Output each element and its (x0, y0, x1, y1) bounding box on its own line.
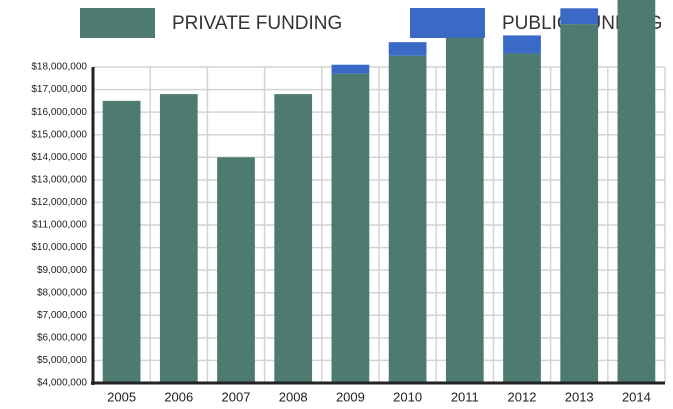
bar-segment (217, 157, 255, 383)
x-tick-label: 2014 (622, 389, 651, 404)
bar-segment (503, 35, 541, 54)
legend-label: PRIVATE FUNDING (172, 13, 342, 34)
bar-segment (445, 28, 484, 38)
y-tick-label: $11,000,000 (32, 220, 87, 231)
y-tick-label: $6,000,000 (37, 332, 87, 343)
legend-swatch (80, 8, 155, 38)
y-tick-label: $13,000,000 (31, 174, 87, 185)
x-tick-label: 2009 (336, 389, 365, 404)
y-tick-label: $5,000,000 (37, 355, 87, 366)
x-tick-label: 2012 (508, 389, 537, 404)
bar-segment (445, 37, 484, 384)
bar-segment (388, 42, 427, 56)
x-tick-label: 2013 (565, 389, 594, 404)
bar-segment (388, 55, 427, 383)
y-tick-label: $7,000,000 (37, 310, 87, 321)
y-tick-label: $17,000,000 (31, 84, 87, 95)
bar-segment (331, 73, 370, 384)
bar-segment (331, 64, 370, 74)
y-tick-label: $12,000,000 (31, 197, 87, 208)
bar-segment (102, 100, 141, 383)
x-tick-label: 2006 (164, 389, 193, 404)
y-tick-label: $4,000,000 (37, 378, 87, 389)
x-tick-label: 2010 (393, 389, 422, 404)
x-tick-label: 2008 (279, 389, 308, 404)
y-tick-label: $15,000,000 (31, 129, 87, 140)
y-tick-label: $14,000,000 (31, 152, 87, 163)
y-tick-label: $10,000,000 (31, 242, 87, 253)
y-tick-label: $16,000,000 (31, 107, 87, 118)
bar-segment (617, 0, 656, 384)
y-tick-label: $9,000,000 (37, 265, 87, 276)
bar-segment (560, 8, 599, 25)
bar-segment (503, 53, 541, 383)
x-tick-label: 2005 (107, 389, 136, 404)
x-tick-label: 2007 (222, 389, 251, 404)
bar-segment (159, 94, 198, 383)
bar-segment (560, 24, 599, 383)
x-tick-label: 2011 (451, 389, 479, 404)
y-tick-label: $18,000,000 (31, 62, 87, 73)
y-tick-label: $8,000,000 (37, 287, 87, 298)
bar-segment (274, 94, 313, 383)
